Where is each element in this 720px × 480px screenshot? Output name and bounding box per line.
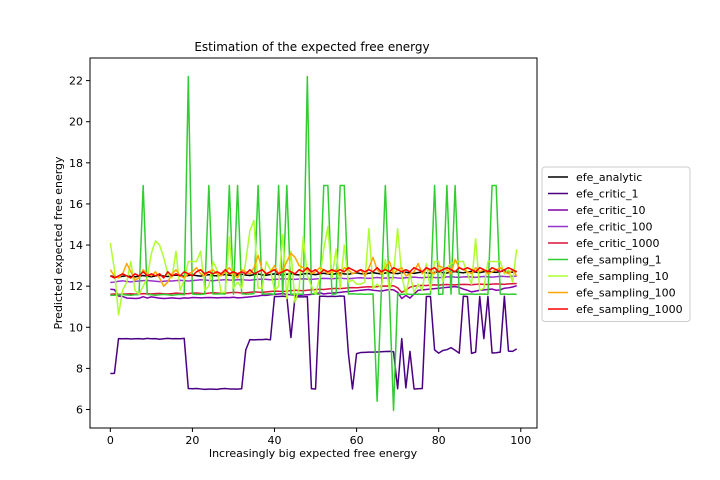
y-tick-label: 10 bbox=[69, 321, 83, 334]
y-tick-label: 14 bbox=[69, 239, 83, 252]
series-line-efe_sampling_100 bbox=[109, 252, 518, 287]
y-tick-label: 22 bbox=[69, 75, 83, 88]
series-line-efe_critic_1 bbox=[110, 295, 518, 391]
x-tick-label: 20 bbox=[185, 434, 199, 447]
y-axis-ticks: 6 8 10 12 14 16 18 20 22 bbox=[69, 75, 90, 417]
series-line-efe_sampling_1000 bbox=[109, 266, 518, 279]
legend-label-efe_sampling_100: efe_sampling_100 bbox=[576, 287, 676, 300]
chart-title: Estimation of the expected free energy bbox=[194, 40, 429, 54]
x-tick-label: 60 bbox=[350, 434, 364, 447]
legend-label-efe_critic_100: efe_critic_100 bbox=[576, 221, 652, 234]
x-tick-label: 40 bbox=[268, 434, 282, 447]
legend-label-efe_sampling_1000: efe_sampling_1000 bbox=[576, 303, 683, 316]
legend-label-efe_analytic: efe_analytic bbox=[576, 171, 642, 184]
y-axis-label: Predicted expected free energy bbox=[52, 156, 65, 330]
legend: efe_analytic efe_critic_1 efe_critic_10efe… bbox=[541, 166, 691, 322]
series-line-efe_sampling_1 bbox=[110, 75, 517, 412]
legend-label-efe_sampling_10: efe_sampling_10 bbox=[576, 270, 669, 283]
x-tick-label: 80 bbox=[432, 434, 446, 447]
series-line-efe_critic_10 bbox=[110, 285, 517, 300]
series-line-efe_critic_100 bbox=[110, 275, 517, 284]
y-tick-label: 8 bbox=[76, 362, 83, 375]
y-tick-label: 12 bbox=[69, 280, 83, 293]
x-axis-label: Increasingly big expected free energy bbox=[209, 447, 418, 460]
y-tick-label: 16 bbox=[69, 198, 83, 211]
legend-label-efe_critic_1: efe_critic_1 bbox=[576, 188, 638, 201]
legend-label-efe_critic_10: efe_critic_10 bbox=[576, 204, 645, 217]
legend-box bbox=[541, 166, 691, 322]
plot-frame bbox=[89, 57, 538, 429]
legend-label-efe_critic_1000: efe_critic_1000 bbox=[576, 237, 659, 250]
x-tick-label: 100 bbox=[510, 434, 531, 447]
y-tick-label: 20 bbox=[69, 116, 83, 129]
series-line-efe_sampling_10 bbox=[109, 219, 518, 316]
series-lines bbox=[109, 75, 518, 412]
x-axis-ticks: 0 20 40 60 80 100 bbox=[107, 428, 531, 447]
y-tick-label: 18 bbox=[69, 157, 83, 170]
y-tick-label: 6 bbox=[76, 404, 83, 417]
legend-label-efe_sampling_1: efe_sampling_1 bbox=[576, 254, 662, 267]
x-tick-label: 0 bbox=[107, 434, 114, 447]
